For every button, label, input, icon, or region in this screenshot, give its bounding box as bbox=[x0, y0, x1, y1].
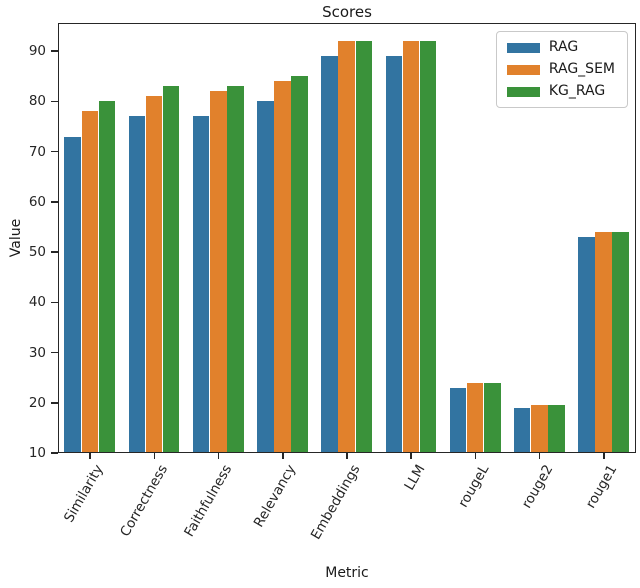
bar-rag-embeddings bbox=[321, 56, 338, 453]
y-tick-label: 30 bbox=[28, 344, 46, 361]
bar-kg-rag-rouge1 bbox=[612, 231, 629, 453]
bar-kg-rag-similarity bbox=[98, 101, 116, 453]
legend-swatch-kg-rag bbox=[506, 86, 540, 97]
bar-rag-rougel bbox=[449, 387, 467, 453]
legend: RAG RAG_SEM KG_RAG bbox=[495, 31, 628, 108]
bar-rag-sem-rougel bbox=[466, 382, 484, 453]
x-tick-label-rouge2: rouge2 bbox=[518, 462, 557, 512]
bar-kg-rag-correctness bbox=[162, 86, 180, 453]
x-tick-label-embeddings: Embeddings bbox=[308, 462, 364, 543]
x-tick-mark bbox=[217, 453, 220, 459]
x-tick-mark bbox=[603, 453, 605, 459]
y-tick-mark bbox=[51, 402, 58, 404]
y-tick-mark bbox=[51, 201, 58, 203]
legend-label: RAG_SEM bbox=[548, 61, 615, 77]
x-tick-label-correctness: Correctness bbox=[117, 462, 172, 540]
x-tick-label-faithfulness: Faithfulness bbox=[181, 462, 236, 540]
x-tick-label-rouge1: rouge1 bbox=[583, 462, 621, 512]
bar-rag-sem-rouge2 bbox=[531, 405, 548, 453]
y-tick-mark bbox=[51, 150, 58, 153]
x-tick-mark bbox=[282, 453, 284, 459]
bar-rag-similarity bbox=[64, 136, 81, 453]
y-tick-mark bbox=[51, 50, 58, 52]
bar-kg-rag-llm bbox=[419, 41, 437, 453]
bar-rag-sem-relevancy bbox=[274, 81, 291, 453]
y-tick-mark bbox=[51, 301, 58, 304]
legend-label: RAG bbox=[548, 39, 579, 55]
legend-swatch-rag bbox=[506, 42, 540, 53]
x-tick-mark bbox=[89, 453, 91, 459]
y-tick-label: 60 bbox=[28, 193, 46, 210]
x-tick-mark bbox=[538, 453, 541, 459]
chart-title: Scores bbox=[322, 3, 372, 21]
legend-item-rag-sem: RAG_SEM bbox=[506, 61, 615, 77]
y-tick-label: 20 bbox=[28, 394, 46, 411]
bar-rag-sem-rouge1 bbox=[595, 231, 612, 453]
y-tick-label: 90 bbox=[28, 43, 46, 60]
x-tick-label-relevancy: Relevancy bbox=[251, 462, 300, 531]
y-tick-label: 40 bbox=[28, 294, 46, 311]
x-tick-mark bbox=[410, 453, 412, 459]
legend-swatch-rag-sem bbox=[506, 64, 540, 75]
bar-rag-correctness bbox=[128, 116, 146, 453]
x-axis-label: Metric bbox=[325, 565, 369, 581]
legend-item-kg-rag: KG_RAG bbox=[506, 83, 615, 99]
x-tick-mark bbox=[474, 453, 477, 459]
y-tick-label: 50 bbox=[28, 244, 46, 261]
x-tick-mark bbox=[153, 453, 156, 459]
bar-rag-llm bbox=[385, 56, 403, 453]
bar-kg-rag-faithfulness bbox=[227, 86, 244, 453]
y-tick-mark bbox=[51, 351, 58, 354]
bar-kg-rag-rouge2 bbox=[548, 405, 565, 453]
bar-rag-sem-embeddings bbox=[338, 41, 355, 453]
bar-kg-rag-rougel bbox=[484, 382, 501, 453]
x-tick-label-llm: LLM bbox=[400, 462, 429, 494]
bar-rag-rouge2 bbox=[513, 407, 531, 453]
x-tick-label-similarity: Similarity bbox=[61, 462, 107, 526]
bar-rag-rouge1 bbox=[578, 237, 595, 453]
y-tick-mark bbox=[51, 452, 58, 454]
y-tick-mark bbox=[51, 100, 58, 103]
legend-item-rag: RAG bbox=[506, 39, 615, 55]
y-tick-mark bbox=[51, 251, 58, 253]
bar-rag-sem-similarity bbox=[81, 111, 99, 453]
y-tick-label: 10 bbox=[28, 445, 46, 461]
bar-kg-rag-relevancy bbox=[291, 76, 308, 453]
bar-rag-sem-correctness bbox=[145, 96, 163, 453]
y-tick-label: 70 bbox=[28, 143, 46, 160]
x-tick-label-rougel: rougeL bbox=[455, 462, 493, 511]
bar-rag-faithfulness bbox=[192, 116, 210, 453]
legend-label: KG_RAG bbox=[548, 83, 606, 99]
bar-rag-sem-faithfulness bbox=[209, 91, 227, 453]
bar-rag-sem-llm bbox=[402, 41, 420, 453]
bar-rag-relevancy bbox=[257, 101, 274, 453]
y-tick-label: 80 bbox=[28, 93, 46, 110]
plot-area bbox=[58, 23, 636, 453]
x-tick-mark bbox=[346, 453, 348, 459]
bar-kg-rag-embeddings bbox=[355, 41, 373, 453]
